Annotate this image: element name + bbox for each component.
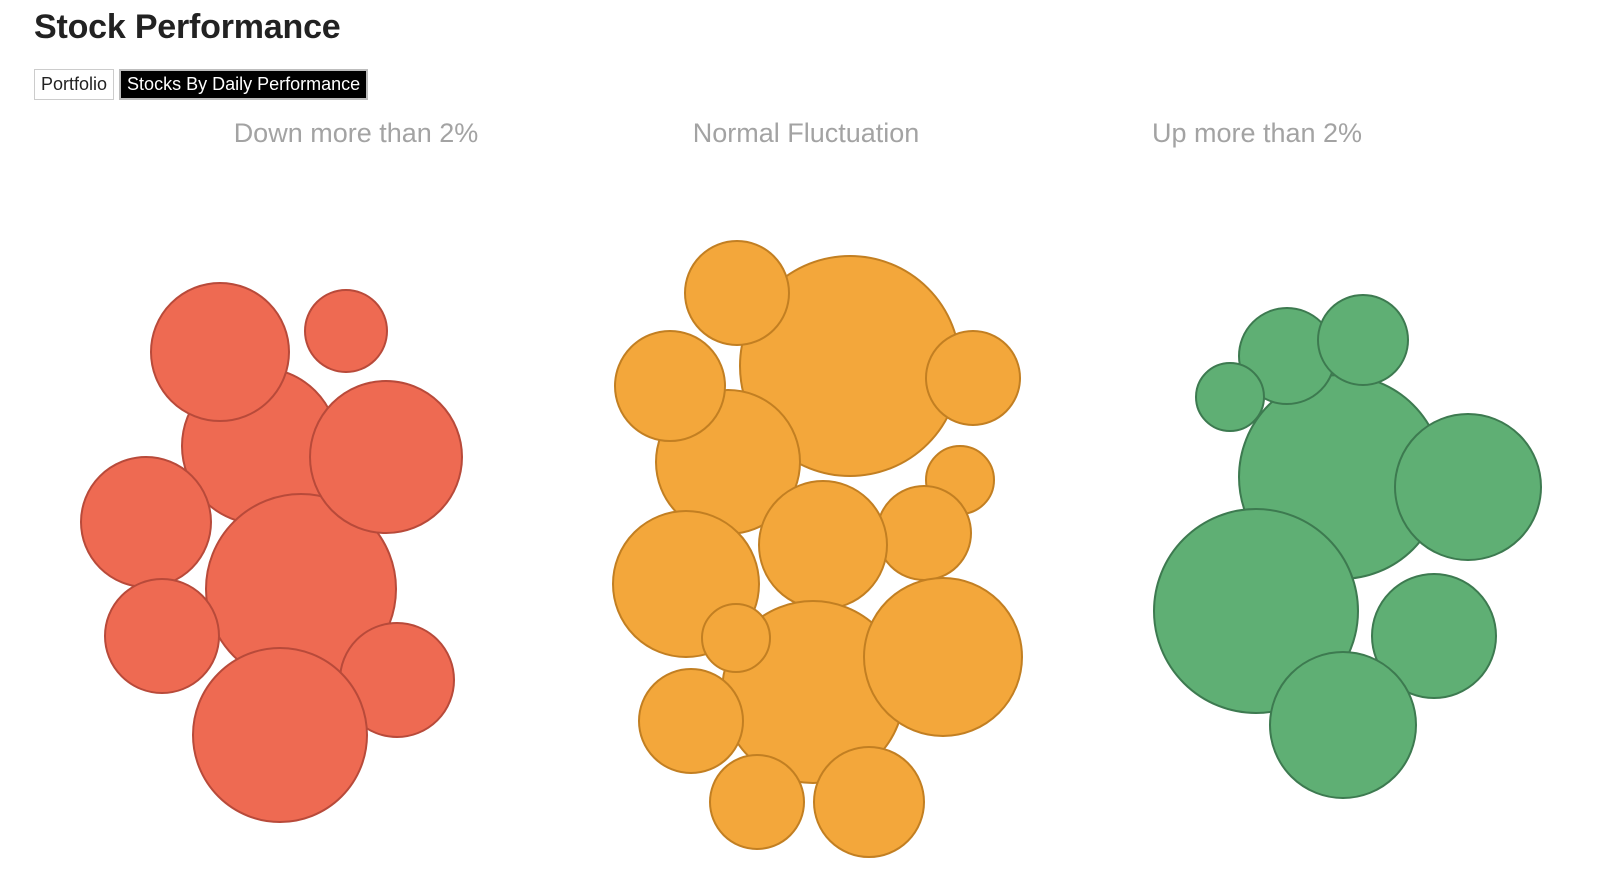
stock-bubble-normal-13[interactable]: [638, 668, 744, 774]
stock-bubble-up-8[interactable]: [1269, 651, 1417, 799]
group-label-normal: Normal Fluctuation: [692, 118, 920, 148]
stock-bubble-normal-12[interactable]: [701, 603, 771, 673]
stock-bubble-down-4[interactable]: [150, 282, 290, 422]
stock-bubble-down-8[interactable]: [192, 647, 368, 823]
stock-bubble-normal-3[interactable]: [614, 330, 726, 442]
tab-stocks-by-daily-performance[interactable]: Stocks By Daily Performance: [119, 69, 369, 100]
stock-bubble-down-9[interactable]: [304, 289, 388, 373]
stock-bubble-down-6[interactable]: [104, 578, 220, 694]
stock-bubble-down-3[interactable]: [309, 380, 463, 534]
stock-bubble-normal-5[interactable]: [925, 330, 1021, 426]
stock-bubble-up-4[interactable]: [1195, 362, 1265, 432]
stock-bubble-normal-4[interactable]: [684, 240, 790, 346]
stock-bubble-normal-7[interactable]: [876, 485, 972, 581]
stock-bubble-up-7[interactable]: [1371, 573, 1497, 699]
stock-bubble-down-5[interactable]: [80, 456, 212, 588]
group-label-down: Down more than 2%: [233, 118, 479, 148]
stock-bubble-normal-15[interactable]: [813, 746, 925, 858]
bubble-group-normal: [612, 240, 1023, 858]
stock-bubble-normal-8[interactable]: [758, 480, 888, 610]
stock-bubble-up-3[interactable]: [1317, 294, 1409, 386]
page-title: Stock Performance: [34, 8, 341, 46]
stock-bubble-normal-11[interactable]: [863, 577, 1023, 737]
tab-portfolio[interactable]: Portfolio: [34, 69, 115, 100]
tab-bar: Portfolio Stocks By Daily Performance: [34, 69, 369, 100]
group-label-up: Up more than 2%: [1151, 118, 1363, 148]
stock-bubble-normal-14[interactable]: [709, 754, 805, 850]
stock-bubble-up-5[interactable]: [1394, 413, 1542, 561]
bubble-group-up: [1153, 294, 1542, 799]
bubble-group-down: [80, 282, 463, 823]
